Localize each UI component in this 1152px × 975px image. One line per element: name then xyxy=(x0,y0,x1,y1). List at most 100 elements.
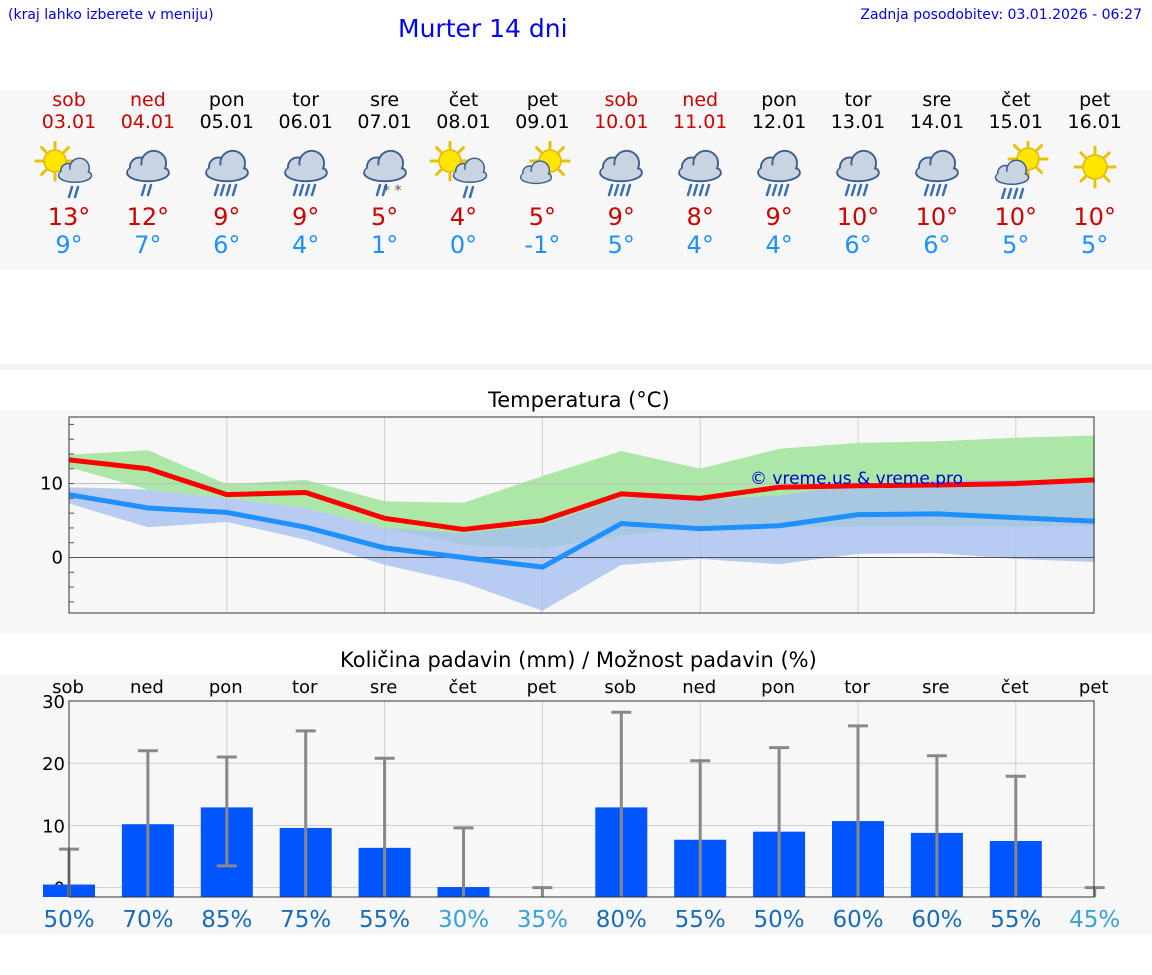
cloud-heavy-rain-icon xyxy=(599,149,644,197)
max-temp: 9° xyxy=(607,203,635,231)
precip-probability: 30% xyxy=(438,907,489,933)
day-date: 09.01 xyxy=(515,111,570,133)
precipitation-chart-title: Količina padavin (mm) / Možnost padavin … xyxy=(340,648,817,672)
day-date: 13.01 xyxy=(830,111,886,133)
precip-probability: 70% xyxy=(122,907,173,933)
svg-text:* *: * * xyxy=(383,183,401,199)
day-column: pet 16.01 10° 5° xyxy=(1055,90,1135,260)
temperature-chart-title: Temperatura (°C) xyxy=(488,388,670,412)
max-temp: 10° xyxy=(1073,203,1116,231)
section-divider xyxy=(0,364,1152,370)
max-temp: 4° xyxy=(449,203,478,231)
min-temp: 0° xyxy=(449,231,478,259)
last-updated: Zadnja posodobitev: 03.01.2026 - 06:27 xyxy=(860,7,1142,23)
sun-icon xyxy=(1073,145,1117,189)
max-temp: 13° xyxy=(47,203,91,231)
day-column: pon 05.01 9° 6° xyxy=(187,89,267,260)
forecast-strip xyxy=(0,90,1152,270)
max-temp: 5° xyxy=(370,203,399,231)
max-temp: 9° xyxy=(765,203,793,231)
day-column: sre 07.01 * * 5° 1° xyxy=(345,89,425,260)
day-name: sob xyxy=(52,89,86,111)
max-temp: 9° xyxy=(213,203,241,231)
day-label: čet xyxy=(448,677,476,698)
day-name: ned xyxy=(682,89,719,111)
precip-probability: 55% xyxy=(675,907,726,933)
day-date: 14.01 xyxy=(909,111,965,133)
day-name: čet xyxy=(1001,89,1031,111)
y-tick-label: 30 xyxy=(42,692,65,713)
cloud-heavy-rain-icon xyxy=(204,149,249,197)
day-label: ned xyxy=(682,677,716,698)
day-name: pet xyxy=(526,89,558,111)
day-label: ned xyxy=(130,677,164,698)
day-name: ned xyxy=(129,89,166,111)
day-column: tor 13.01 10° 6° xyxy=(818,90,898,260)
min-temp: 4° xyxy=(292,231,320,259)
y-tick-label: 20 xyxy=(42,754,65,775)
max-temp: 12° xyxy=(126,203,170,231)
min-temp: 7° xyxy=(134,231,162,259)
day-date: 05.01 xyxy=(199,111,254,133)
cloud-heavy-rain-icon xyxy=(836,149,880,197)
cloud-heavy-rain-icon xyxy=(915,149,959,197)
max-temp: 8° xyxy=(686,203,714,231)
day-label: pon xyxy=(761,677,795,698)
max-temp: 10° xyxy=(994,203,1038,231)
day-column: čet 08.01 4° 0° xyxy=(424,90,504,259)
cloud-rain-icon xyxy=(126,149,170,197)
cloud-heavy-rain-icon xyxy=(678,149,723,197)
day-column: čet 15.01 10° 5° xyxy=(976,90,1056,259)
day-date: 16.01 xyxy=(1067,111,1122,133)
precip-probability: 35% xyxy=(517,907,568,933)
day-name: sob xyxy=(604,89,639,111)
day-name: pon xyxy=(761,89,797,111)
day-name: sre xyxy=(370,89,400,111)
cloud-heavy-rain-icon xyxy=(283,149,328,197)
day-date: 07.01 xyxy=(357,111,412,133)
day-name: sre xyxy=(922,89,952,111)
cloud-heavy-rain-icon xyxy=(757,149,801,197)
precip-probability: 55% xyxy=(359,907,410,933)
min-temp: 5° xyxy=(607,231,635,259)
day-column: pon 12.01 9° 4° xyxy=(739,89,819,260)
y-tick-label: 10 xyxy=(42,816,65,837)
precipitation-chart: 0102030sobnedpontorsrečetpetsobnedpontor… xyxy=(42,677,1120,933)
min-temp-line xyxy=(68,492,1095,570)
day-label: pet xyxy=(527,677,557,698)
precip-probability: 80% xyxy=(596,907,647,933)
y-tick-label: 0 xyxy=(52,548,63,569)
page-title: Murter 14 dni xyxy=(398,14,568,43)
min-temp: 5° xyxy=(1002,231,1030,259)
temperature-chart: 0 10 © vreme.us & vreme.pro xyxy=(40,416,1095,614)
day-date: 06.01 xyxy=(278,111,333,133)
precip-probability: 60% xyxy=(911,907,962,933)
min-temp: 6° xyxy=(923,231,951,259)
precip-probability: 50% xyxy=(43,907,94,933)
day-label: tor xyxy=(292,677,318,698)
sun-behind-cloud-icon xyxy=(520,141,571,185)
watermark: © vreme.us & vreme.pro xyxy=(750,469,963,489)
day-label: sre xyxy=(370,677,397,698)
max-temp: 10° xyxy=(836,203,880,231)
day-date: 15.01 xyxy=(988,111,1043,133)
min-temp: -1° xyxy=(524,231,561,259)
day-column: tor 06.01 9° 4° xyxy=(266,89,346,260)
min-temp: 4° xyxy=(765,231,793,259)
day-label: sob xyxy=(604,677,636,698)
day-name: tor xyxy=(292,89,320,111)
day-date: 08.01 xyxy=(436,111,491,133)
precip-probability: 75% xyxy=(280,907,331,933)
day-column: sob 10.01 9° 5° xyxy=(581,89,661,260)
day-name: pon xyxy=(208,89,245,111)
min-temp: 6° xyxy=(213,231,241,259)
day-column: ned 11.01 8° 4° xyxy=(660,89,740,260)
max-temp: 10° xyxy=(915,203,959,231)
day-column: sob 03.01 13° 9° xyxy=(29,90,109,259)
precip-probability: 45% xyxy=(1069,907,1120,933)
sun-cloud-rain-icon xyxy=(429,141,487,199)
plot-frame xyxy=(68,700,1095,898)
precip-probability: 85% xyxy=(201,907,252,933)
y-tick-label: 10 xyxy=(40,474,63,495)
day-date: 03.01 xyxy=(41,111,97,133)
